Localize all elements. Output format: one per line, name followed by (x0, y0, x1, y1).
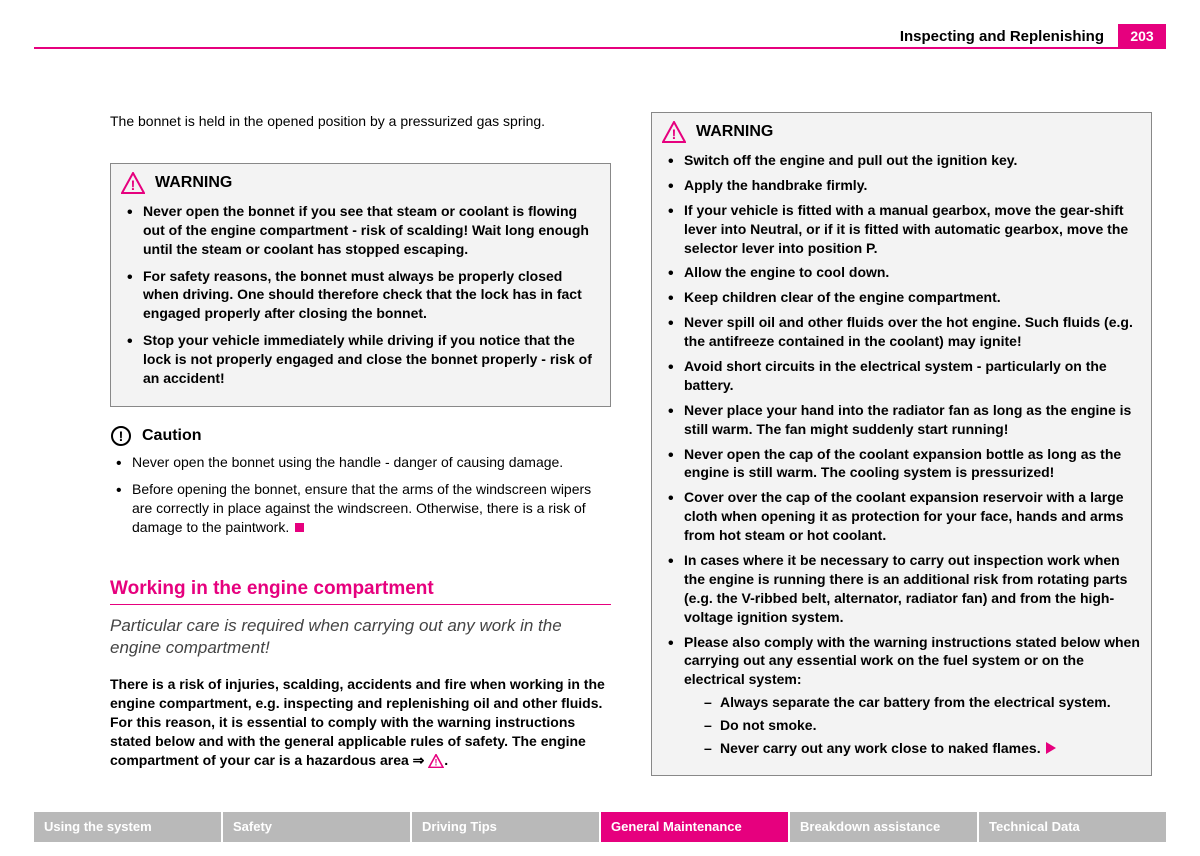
warning-item: For safety reasons, the bonnet must alwa… (121, 267, 600, 324)
right-column: ! WARNING Switch off the engine and pull… (651, 112, 1152, 786)
warning-item: Never spill oil and other fluids over th… (662, 313, 1141, 351)
warning-item: Never place your hand into the radiator … (662, 401, 1141, 439)
caution-header: ! Caution (110, 425, 611, 447)
svg-text:!: ! (131, 177, 136, 193)
caution-item: Before opening the bonnet, ensure that t… (110, 480, 611, 537)
section-body: There is a risk of injuries, scalding, a… (110, 675, 611, 772)
content-area: The bonnet is held in the opened positio… (110, 112, 1152, 786)
warning-item: Never open the bonnet if you see that st… (121, 202, 600, 259)
warning-list-right: Switch off the engine and pull out the i… (662, 151, 1141, 759)
page-header: Inspecting and Replenishing 203 (900, 24, 1166, 48)
end-square-icon (295, 523, 304, 532)
warning-box-right: ! WARNING Switch off the engine and pull… (651, 112, 1152, 776)
left-column: The bonnet is held in the opened positio… (110, 112, 611, 786)
warning-box-left: ! WARNING Never open the bonnet if you s… (110, 163, 611, 407)
continue-triangle-icon (1046, 740, 1056, 759)
nav-technical-data[interactable]: Technical Data (979, 812, 1166, 842)
page-number-badge: 203 (1118, 24, 1166, 48)
inline-warning-triangle-icon: ! (428, 754, 444, 773)
warning-subitem: Never carry out any work close to naked … (684, 739, 1141, 759)
intro-paragraph: The bonnet is held in the opened positio… (110, 112, 611, 131)
warning-item: Switch off the engine and pull out the i… (662, 151, 1141, 170)
warning-item: Allow the engine to cool down. (662, 263, 1141, 282)
warning-item: Please also comply with the warning inst… (662, 633, 1141, 759)
caution-label: Caution (142, 425, 202, 447)
warning-list-left: Never open the bonnet if you see that st… (121, 202, 600, 388)
warning-item: Never open the cap of the coolant expans… (662, 445, 1141, 483)
caution-item: Never open the bonnet using the handle -… (110, 453, 611, 472)
warning-item: Keep children clear of the engine compar… (662, 288, 1141, 307)
bottom-nav: Using the system Safety Driving Tips Gen… (34, 812, 1166, 842)
caution-circle-icon: ! (110, 425, 132, 447)
warning-label: WARNING (696, 121, 773, 143)
warning-subitem: Always separate the car battery from the… (684, 693, 1141, 712)
caution-block: ! Caution Never open the bonnet using th… (110, 425, 611, 537)
warning-subitem: Do not smoke. (684, 716, 1141, 735)
header-title: Inspecting and Replenishing (900, 28, 1104, 45)
section-subheading: Particular care is required when carryin… (110, 615, 611, 659)
nav-safety[interactable]: Safety (223, 812, 412, 842)
warning-label: WARNING (155, 172, 232, 194)
svg-text:!: ! (672, 126, 677, 142)
warning-item: Apply the handbrake firmly. (662, 176, 1141, 195)
nav-using-system[interactable]: Using the system (34, 812, 223, 842)
warning-header: ! WARNING (662, 121, 1141, 143)
section-heading: Working in the engine compartment (110, 576, 611, 605)
warning-triangle-icon: ! (662, 121, 686, 143)
svg-text:!: ! (435, 757, 438, 767)
warning-item: Avoid short circuits in the electrical s… (662, 357, 1141, 395)
header-rule (34, 47, 1166, 49)
nav-general-maintenance[interactable]: General Maintenance (601, 812, 790, 842)
svg-text:!: ! (119, 428, 124, 444)
caution-list: Never open the bonnet using the handle -… (110, 453, 611, 537)
warning-item: If your vehicle is fitted with a manual … (662, 201, 1141, 258)
warning-item: Cover over the cap of the coolant expans… (662, 488, 1141, 545)
warning-triangle-icon: ! (121, 172, 145, 194)
warning-item: In cases where it be necessary to carry … (662, 551, 1141, 627)
nav-driving-tips[interactable]: Driving Tips (412, 812, 601, 842)
warning-header: ! WARNING (121, 172, 600, 194)
warning-item: Stop your vehicle immediately while driv… (121, 331, 600, 388)
warning-sublist: Always separate the car battery from the… (684, 693, 1141, 759)
nav-breakdown-assistance[interactable]: Breakdown assistance (790, 812, 979, 842)
